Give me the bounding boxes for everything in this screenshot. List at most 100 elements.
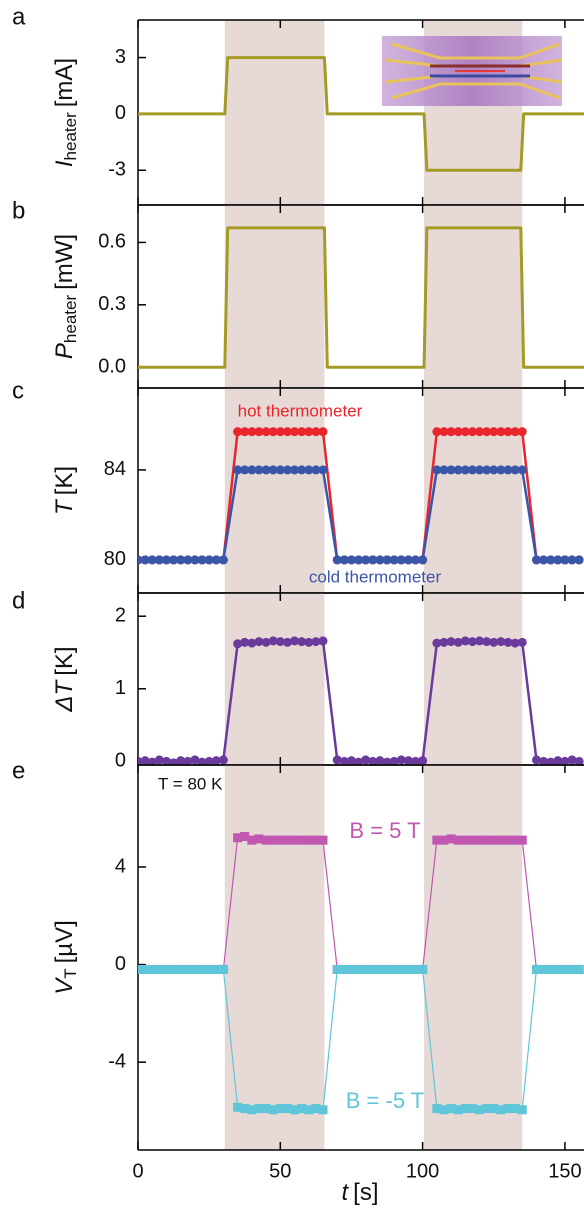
marker (453, 637, 463, 647)
marker (503, 427, 513, 437)
marker (332, 964, 342, 974)
marker (432, 1104, 442, 1114)
marker (339, 555, 349, 565)
y-tick-label: 2 (115, 605, 126, 627)
marker (140, 756, 150, 765)
y-axis-label: Pheater [mW] (51, 234, 80, 359)
marker (396, 964, 406, 974)
y-tick-label: 0.3 (98, 293, 126, 315)
marker (339, 756, 349, 765)
marker (361, 964, 371, 974)
marker (439, 637, 449, 647)
series-label: B = 5 T (349, 818, 420, 843)
marker (268, 465, 278, 475)
series-line (138, 226, 584, 369)
marker (197, 964, 207, 974)
marker (354, 757, 364, 765)
marker (467, 637, 477, 647)
marker (332, 555, 342, 565)
data (138, 427, 584, 565)
marker (489, 1104, 499, 1114)
marker (161, 964, 171, 974)
heater-on-band (224, 593, 325, 765)
marker (318, 427, 328, 437)
marker (539, 964, 549, 974)
marker (354, 555, 364, 565)
x-tick-label: 100 (406, 1160, 439, 1182)
series-line (138, 56, 584, 172)
marker (318, 465, 328, 475)
marker (261, 427, 271, 437)
marker (254, 465, 264, 475)
marker (290, 465, 300, 475)
marker (411, 964, 421, 974)
marker (411, 756, 421, 765)
panel-letter: e (12, 757, 25, 784)
marker (254, 1104, 264, 1114)
marker (290, 427, 300, 437)
marker (147, 757, 157, 765)
marker (467, 835, 477, 845)
y-axis-label: T [K] (51, 466, 78, 515)
marker (282, 427, 292, 437)
marker (339, 964, 349, 974)
marker (290, 1105, 300, 1115)
marker (161, 756, 171, 765)
marker (496, 465, 506, 475)
x-label-unit: [s] (353, 1179, 378, 1206)
marker (396, 555, 406, 565)
marker (475, 427, 485, 437)
y-tick-label: 3 (115, 46, 126, 68)
marker (403, 756, 413, 765)
marker (553, 555, 563, 565)
panel: 0.6 0.3 0.0 b Pheater [mW] (12, 197, 584, 389)
marker (418, 964, 428, 974)
y-tick-label: 4 (115, 855, 126, 877)
marker (311, 835, 321, 845)
series-label: hot thermometer (238, 401, 363, 420)
marker (560, 964, 570, 974)
y-label-sub: heater (61, 112, 80, 161)
marker (567, 755, 577, 765)
panel: 84 80 c T [K] hot thermometer cold thermometer (12, 377, 584, 594)
marker (346, 964, 356, 974)
marker (311, 427, 321, 437)
marker (546, 555, 556, 565)
marker (261, 637, 271, 647)
x-tick-label: 50 (269, 1160, 291, 1182)
marker (275, 1104, 285, 1114)
marker (268, 835, 278, 845)
marker (261, 1104, 271, 1114)
y-axis-label: ΔT [K] (51, 646, 78, 712)
marker (453, 465, 463, 475)
y-axis-label: VT [µV] (51, 920, 80, 995)
data (138, 56, 584, 172)
marker (240, 427, 250, 437)
marker (432, 427, 442, 437)
marker (546, 757, 556, 765)
y-label-unit: [K] (51, 466, 78, 495)
marker (304, 427, 314, 437)
marker (354, 964, 364, 974)
marker (375, 555, 385, 565)
marker (304, 835, 314, 845)
marker (240, 637, 250, 647)
x-tick-label: 0 (132, 1160, 143, 1182)
marker (268, 427, 278, 437)
marker (439, 427, 449, 437)
y-tick-label: -4 (108, 1050, 126, 1072)
y-label-sub: heater (61, 295, 80, 344)
y-label-unit: [µV] (51, 920, 78, 963)
marker (531, 964, 541, 974)
marker (368, 555, 378, 565)
marker (460, 636, 470, 646)
data (138, 831, 584, 1115)
y-tick-label: 1 (115, 677, 126, 699)
marker (439, 465, 449, 475)
marker (517, 1105, 527, 1115)
marker (268, 1105, 278, 1115)
marker (389, 964, 399, 974)
marker (332, 755, 342, 765)
marker (290, 636, 300, 646)
y-label-symbol: I (51, 160, 78, 167)
